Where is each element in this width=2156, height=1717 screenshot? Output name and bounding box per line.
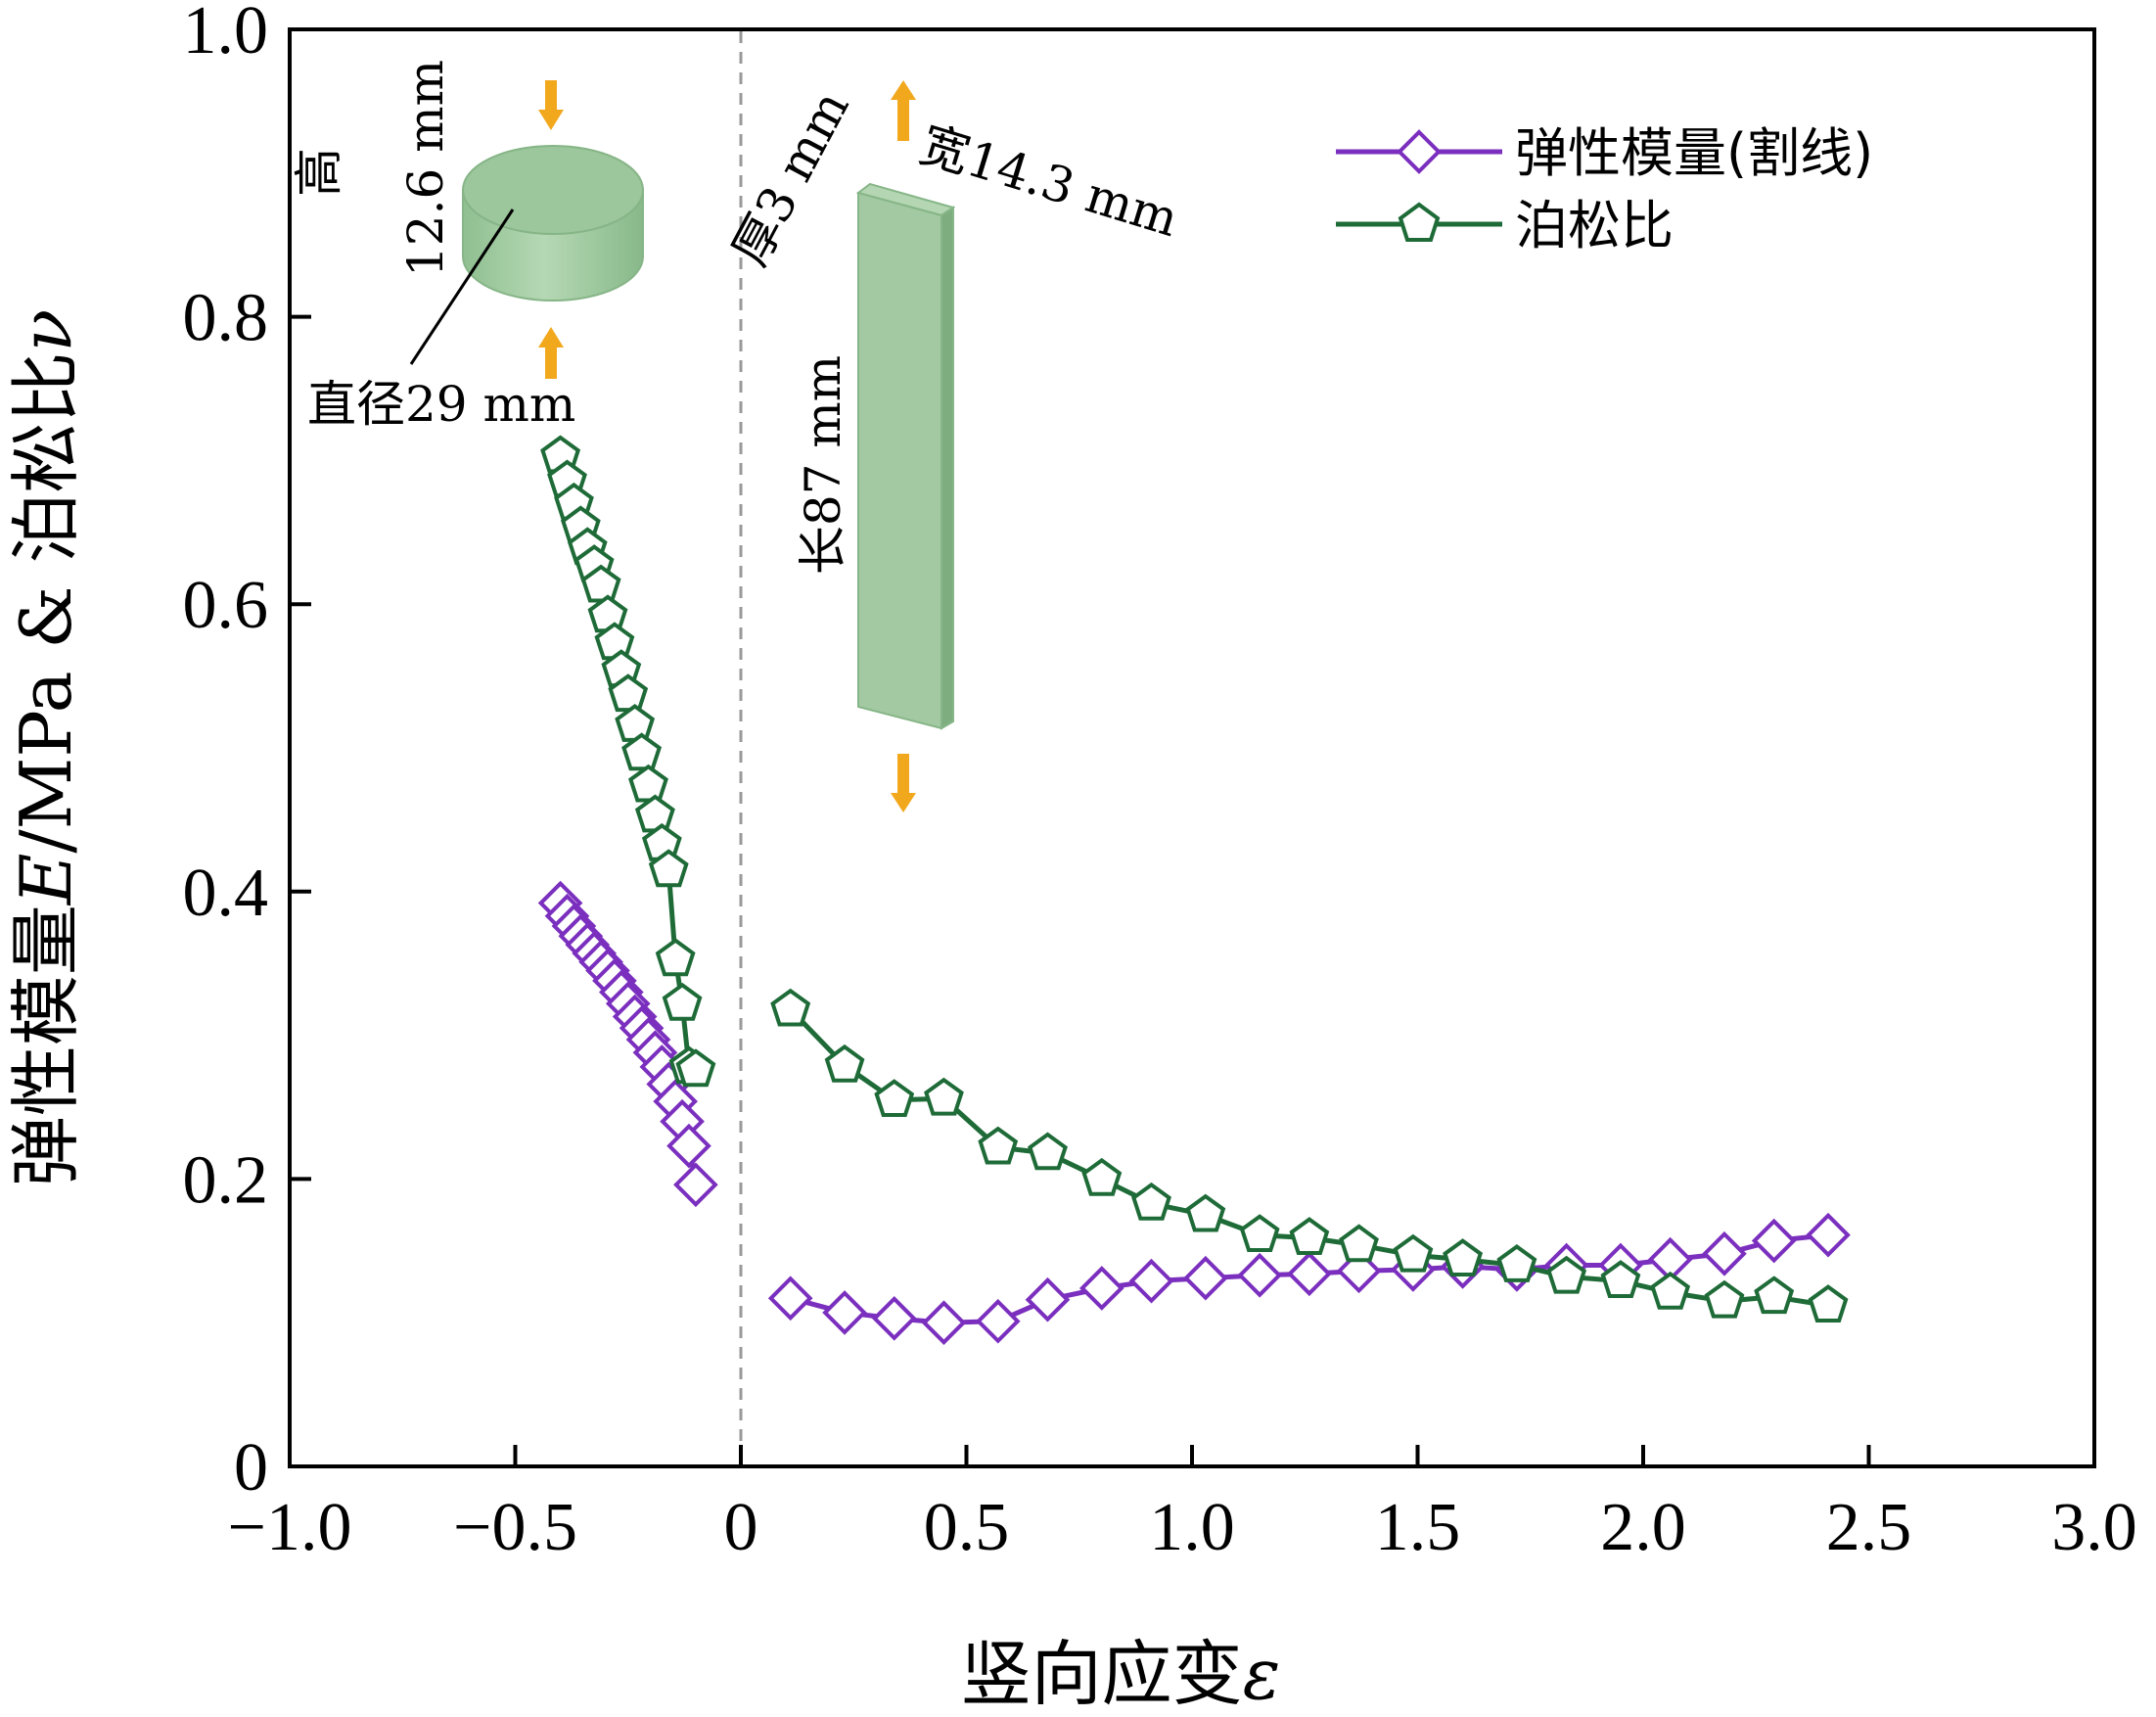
cylinder-height-char: 高 [291,148,347,197]
plate-specimen-inset: 厚3 mm 宽14.3 mm 长87 mm [721,80,1185,812]
data-point-diamond [666,1123,711,1169]
data-point-diamond [822,1290,867,1335]
legend: 弹性模量(割线) 泊松比 [1336,122,1873,256]
data-point-pentagon [1028,1132,1068,1171]
data-point-pentagon [1496,1244,1537,1282]
y-tick-label: 0.2 [183,1142,269,1218]
x-tick-label: −0.5 [453,1490,577,1565]
data-point-pentagon [1239,1214,1280,1252]
series-layer [537,435,1851,1346]
legend-label-modulus: 弹性模量(割线) [1515,122,1873,184]
data-point-diamond [1751,1218,1797,1264]
data-point-diamond [1078,1266,1124,1311]
legend-entry-modulus: 弹性模量(割线) [1336,122,1873,184]
x-tick-label: −1.0 [228,1490,352,1565]
y-tick-label: 0.4 [183,856,269,931]
plate-length-label: 长87 mm [795,355,851,575]
data-point-diamond [1183,1255,1228,1301]
data-point-pentagon [1289,1217,1330,1255]
cylinder-height-label: 12.6 mm [397,60,454,277]
data-point-diamond [673,1162,718,1208]
data-point-pentagon [655,938,696,977]
data-point-pentagon [648,849,689,888]
x-tick-label: 3.0 [2051,1490,2137,1565]
data-point-pentagon [874,1079,915,1117]
x-tick-label: 2.5 [1826,1490,1912,1565]
diameter-leader-line [409,209,515,365]
x-axis-ticks: −1.0 −0.5 0 0.5 1.0 1.5 2.0 2.5 3.0 [228,1445,2137,1565]
data-point-pentagon [1546,1255,1587,1294]
y-axis-title-nu: ν [5,309,87,352]
series-modulus [537,880,1851,1346]
data-point-diamond [871,1295,917,1341]
data-point-pentagon [1339,1224,1379,1263]
x-axis-title-symbol: ε [1243,1633,1281,1715]
data-point-pentagon [924,1077,964,1116]
data-point-pentagon [770,988,811,1027]
y-tick-label: 1.0 [183,0,269,69]
data-point-diamond [1287,1251,1332,1297]
arrow-down-bottom-icon [891,754,916,812]
data-point-pentagon [662,982,703,1021]
legend-entry-poisson: 泊松比 [1336,195,1674,256]
y-tick-label: 0.8 [183,281,269,356]
data-point-pentagon [675,1048,716,1088]
data-point-pentagon [1704,1279,1745,1319]
y-axis-title-prefix: 弹性模量 [5,905,87,1186]
data-point-diamond [1806,1212,1851,1258]
data-point-diamond [767,1276,813,1322]
data-point-diamond [1128,1258,1174,1304]
legend-marker-diamond [1397,129,1442,174]
y-tick-label: 0 [234,1430,268,1506]
data-point-pentagon [1600,1260,1641,1298]
data-point-diamond [921,1300,967,1346]
y-axis-title-e: E [5,854,87,907]
data-point-pentagon [1754,1276,1795,1315]
data-point-pentagon [1081,1157,1123,1196]
plate-icon [855,182,956,730]
data-point-diamond [1025,1276,1071,1323]
data-point-pentagon [1131,1182,1171,1221]
data-point-pentagon [621,732,663,771]
data-point-diamond [975,1298,1021,1344]
data-point-pentagon [1650,1271,1691,1310]
x-tick-label: 1.0 [1149,1490,1235,1565]
y-axis-title-mid: /MPa & 泊松比 [5,352,87,854]
legend-label-poisson: 泊松比 [1515,195,1674,256]
cylinder-specimen-inset: 高 12.6 mm 直径29 mm [291,60,644,433]
arrow-up-top-icon [891,80,916,141]
x-tick-label: 1.5 [1375,1490,1461,1565]
x-axis-title: 竖向应变ε [961,1633,1281,1715]
data-point-pentagon [978,1126,1019,1165]
data-point-pentagon [1443,1238,1484,1276]
x-tick-label: 0.5 [924,1490,1010,1565]
data-point-diamond [1702,1230,1747,1276]
data-point-pentagon [824,1044,865,1083]
data-point-pentagon [628,764,668,803]
cylinder-icon [462,145,644,302]
y-axis-ticks: 0 0.2 0.4 0.6 0.8 1.0 [183,0,311,1506]
x-tick-label: 2.0 [1600,1490,1686,1565]
y-axis-title: 弹性模量E/MPa & 泊松比ν [5,309,87,1186]
data-point-pentagon [1808,1284,1849,1323]
y-tick-label: 0.6 [183,568,269,643]
legend-marker-pentagon [1398,202,1441,242]
data-point-pentagon [1185,1193,1226,1232]
arrow-up-bottom-icon [538,327,564,379]
cylinder-diameter-label: 直径29 mm [307,376,575,433]
x-tick-label: 0 [724,1490,758,1565]
data-point-pentagon [1393,1233,1434,1273]
arrow-down-top-icon [538,80,564,130]
series-poisson [540,435,1849,1323]
x-axis-title-text: 竖向应变 [961,1633,1243,1715]
data-point-diamond [1237,1252,1282,1298]
